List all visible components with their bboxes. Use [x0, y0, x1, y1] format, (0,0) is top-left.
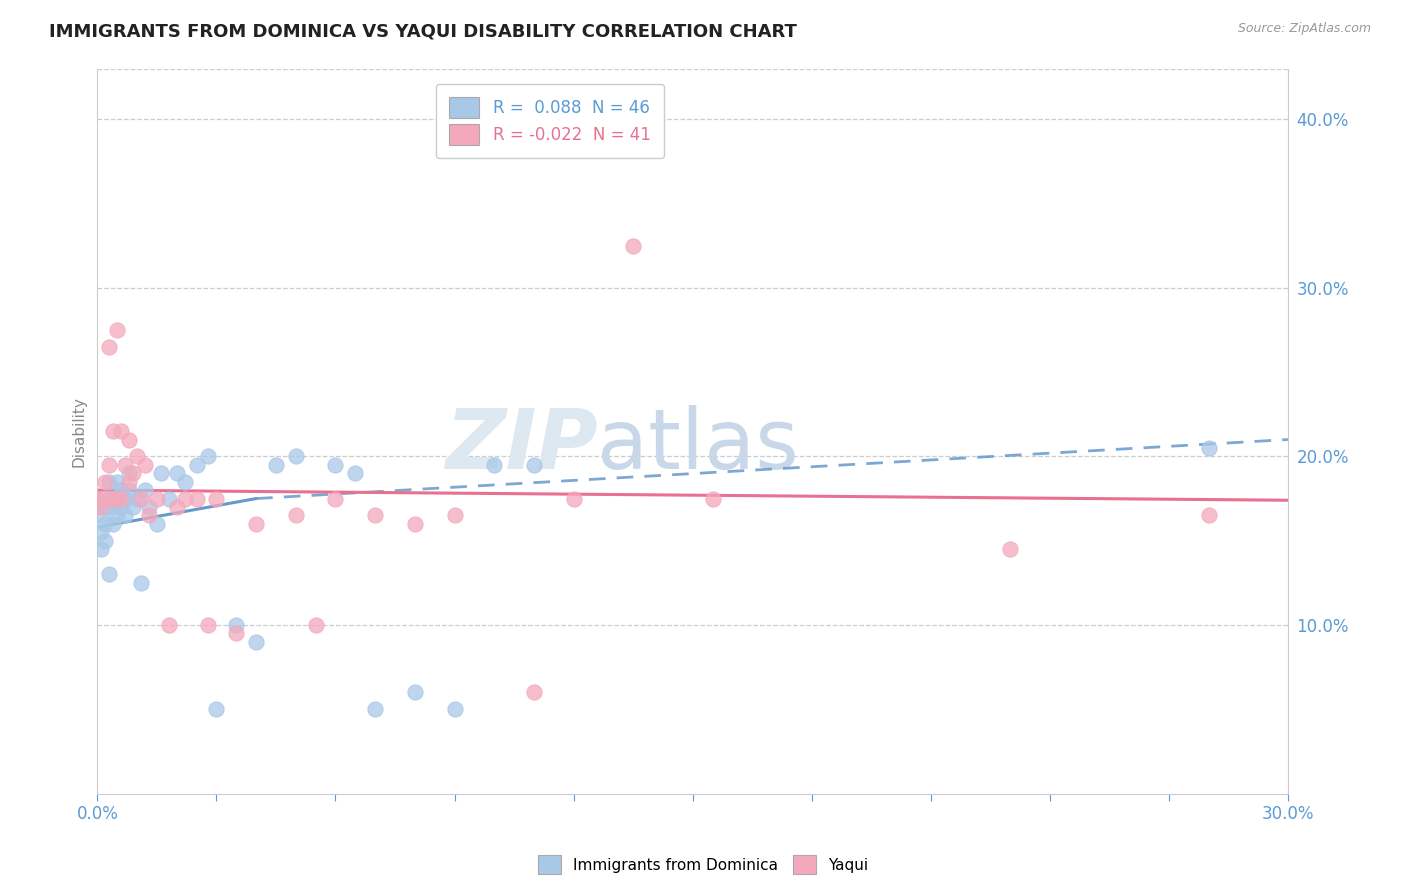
Point	[98, 458, 121, 472]
Y-axis label: Disability: Disability	[72, 396, 86, 467]
Point	[186, 458, 208, 472]
Point	[197, 450, 219, 464]
Point	[103, 424, 125, 438]
Point	[146, 516, 169, 531]
Point	[129, 491, 152, 506]
Point	[94, 500, 117, 514]
Point	[197, 618, 219, 632]
Point	[118, 467, 141, 481]
Point	[245, 516, 267, 531]
Point	[103, 516, 125, 531]
Point	[138, 500, 160, 514]
Point	[998, 542, 1021, 557]
Point	[103, 500, 125, 514]
Point	[98, 475, 121, 489]
Point	[225, 626, 247, 640]
Point	[325, 491, 347, 506]
Point	[94, 516, 117, 531]
Point	[146, 491, 169, 506]
Point	[110, 500, 132, 514]
Point	[205, 491, 228, 506]
Point	[1198, 441, 1220, 455]
Text: IMMIGRANTS FROM DOMINICA VS YAQUI DISABILITY CORRELATION CHART: IMMIGRANTS FROM DOMINICA VS YAQUI DISABI…	[49, 22, 797, 40]
Point	[166, 500, 188, 514]
Point	[125, 491, 148, 506]
Point	[98, 567, 121, 582]
Point	[94, 533, 117, 548]
Text: ZIP: ZIP	[444, 405, 598, 486]
Point	[523, 458, 546, 472]
Point	[90, 508, 112, 523]
Point	[284, 450, 307, 464]
Point	[114, 458, 136, 472]
Point	[284, 508, 307, 523]
Point	[157, 491, 180, 506]
Point	[562, 491, 585, 506]
Point	[523, 685, 546, 699]
Point	[344, 467, 367, 481]
Point	[1198, 508, 1220, 523]
Point	[186, 491, 208, 506]
Point	[114, 508, 136, 523]
Point	[118, 483, 141, 497]
Point	[364, 702, 387, 716]
Point	[325, 458, 347, 472]
Point	[134, 483, 156, 497]
Point	[364, 508, 387, 523]
Point	[90, 542, 112, 557]
Legend: Immigrants from Dominica, Yaqui: Immigrants from Dominica, Yaqui	[531, 849, 875, 880]
Point	[86, 491, 108, 506]
Point	[138, 508, 160, 523]
Point	[122, 467, 145, 481]
Point	[90, 500, 112, 514]
Point	[103, 491, 125, 506]
Point	[90, 525, 112, 540]
Legend: R =  0.088  N = 46, R = -0.022  N = 41: R = 0.088 N = 46, R = -0.022 N = 41	[436, 84, 664, 158]
Point	[98, 491, 121, 506]
Point	[443, 508, 465, 523]
Point	[173, 475, 195, 489]
Point	[129, 575, 152, 590]
Point	[94, 475, 117, 489]
Point	[98, 340, 121, 354]
Point	[173, 491, 195, 506]
Point	[205, 702, 228, 716]
Point	[125, 450, 148, 464]
Point	[94, 491, 117, 506]
Point	[245, 635, 267, 649]
Point	[110, 491, 132, 506]
Point	[105, 491, 128, 506]
Point	[105, 323, 128, 337]
Point	[304, 618, 326, 632]
Point	[404, 685, 426, 699]
Point	[702, 491, 724, 506]
Point	[118, 433, 141, 447]
Point	[149, 467, 172, 481]
Point	[118, 475, 141, 489]
Point	[404, 516, 426, 531]
Point	[157, 618, 180, 632]
Text: atlas: atlas	[598, 405, 799, 486]
Point	[110, 424, 132, 438]
Point	[264, 458, 287, 472]
Point	[110, 483, 132, 497]
Point	[105, 475, 128, 489]
Point	[484, 458, 506, 472]
Point	[105, 491, 128, 506]
Point	[134, 458, 156, 472]
Point	[443, 702, 465, 716]
Text: Source: ZipAtlas.com: Source: ZipAtlas.com	[1237, 22, 1371, 36]
Point	[166, 467, 188, 481]
Point	[225, 618, 247, 632]
Point	[86, 491, 108, 506]
Point	[621, 238, 644, 252]
Point	[105, 508, 128, 523]
Point	[122, 500, 145, 514]
Point	[114, 491, 136, 506]
